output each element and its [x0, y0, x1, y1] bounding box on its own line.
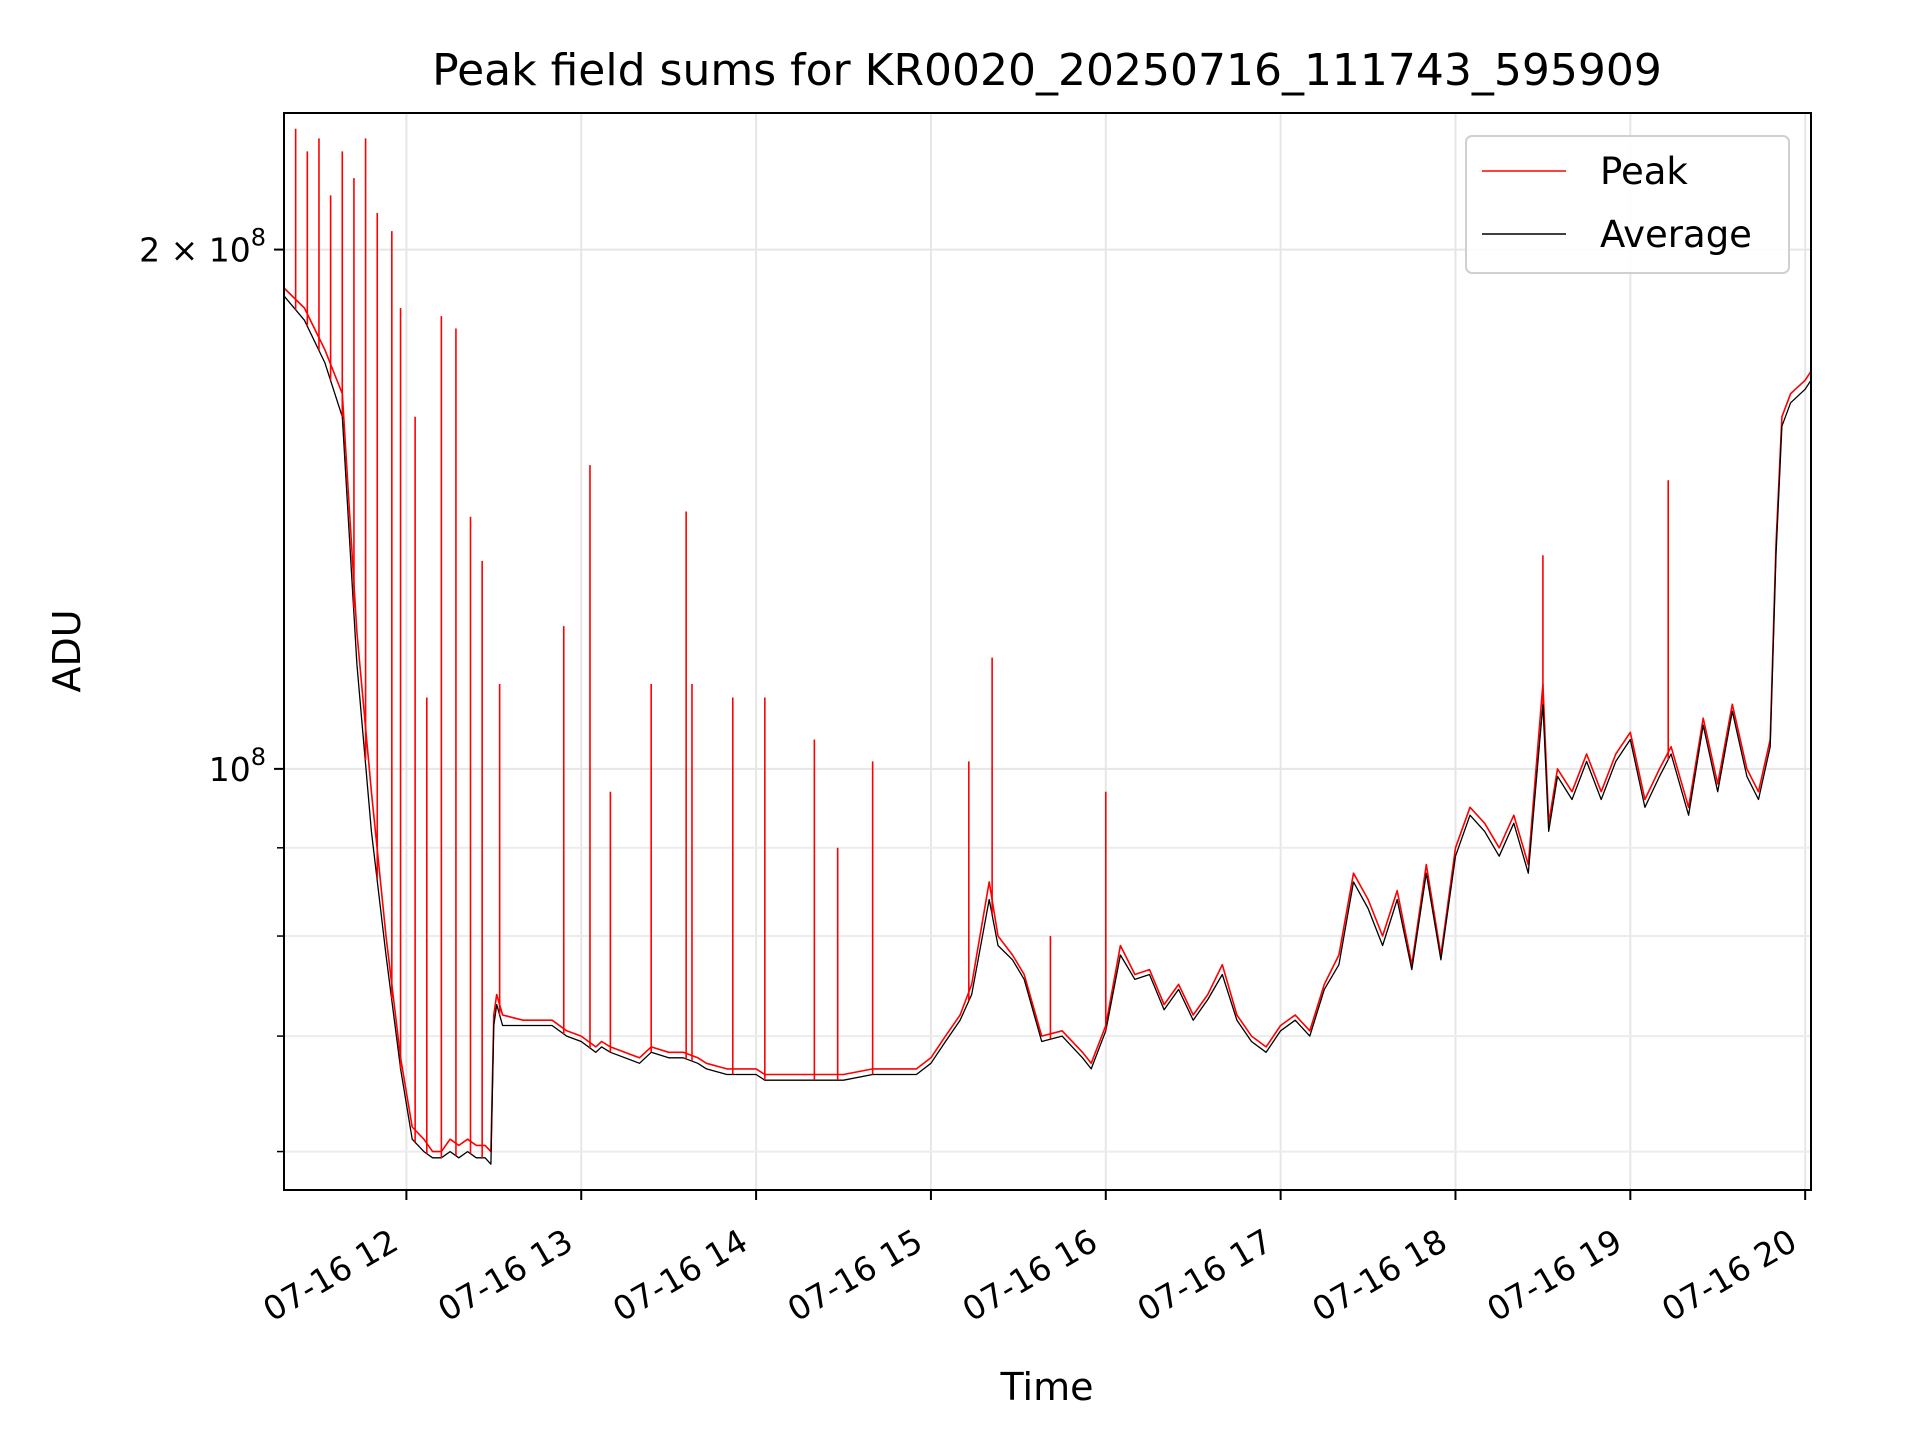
- plot-frame: [283, 112, 1812, 1191]
- chart-title: Peak field sums for KR0020_20250716_1117…: [432, 45, 1662, 96]
- grid: [284, 113, 1811, 1190]
- legend-peak-label: Peak: [1600, 150, 1688, 193]
- legend-average-label: Average: [1600, 213, 1752, 256]
- plot-series: [283, 128, 1812, 1165]
- y-tick-label: 2 × 108: [139, 224, 266, 270]
- y-axis: 108 2 × 108: [139, 224, 284, 1153]
- y-axis-label: ADU: [45, 609, 89, 692]
- y-tick-label: 108: [209, 743, 266, 789]
- x-axis-label: Time: [1000, 1365, 1094, 1409]
- legend: Peak Average: [1465, 135, 1790, 274]
- series-line-average: [283, 295, 1812, 1165]
